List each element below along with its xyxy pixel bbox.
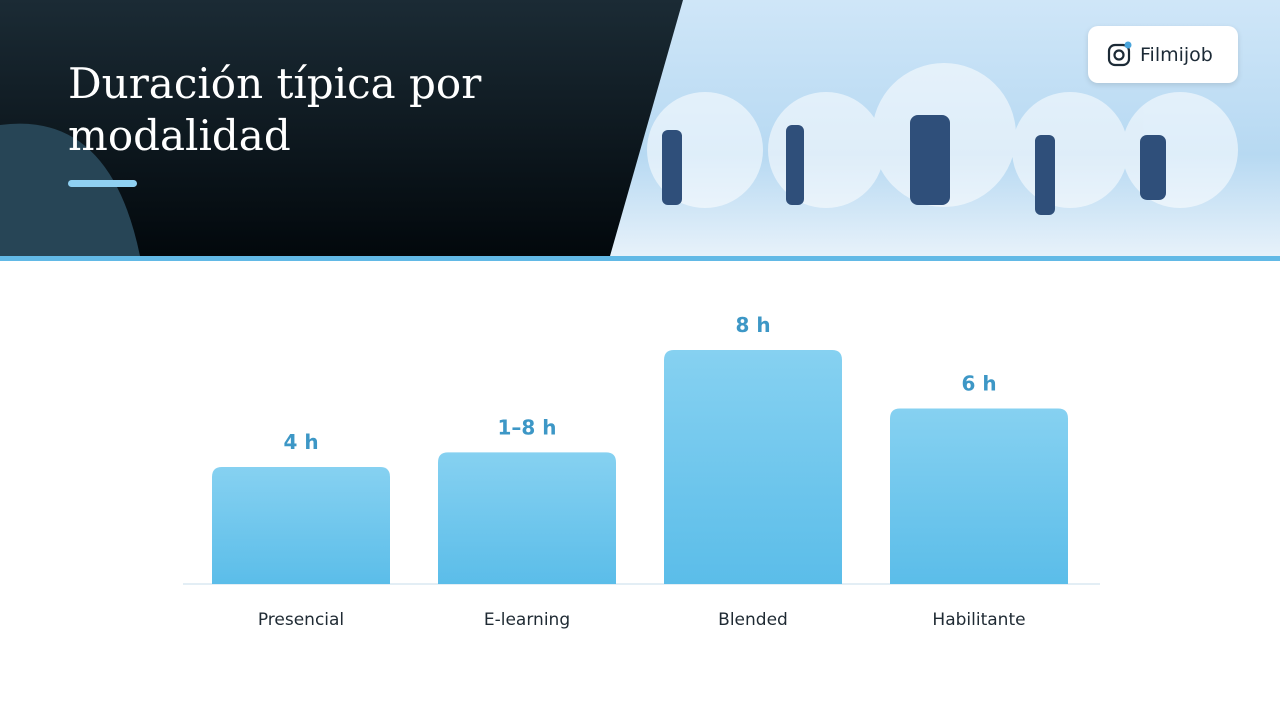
header-accent bbox=[0, 123, 140, 257]
illustration-workers bbox=[662, 115, 1166, 215]
brand-icon bbox=[1107, 41, 1132, 66]
brand-badge: Filmijob bbox=[1088, 26, 1238, 83]
x-tick-label: E-learning bbox=[484, 610, 570, 630]
x-tick-label: Blended bbox=[718, 610, 788, 630]
header-panel bbox=[0, 0, 683, 256]
value-label: 1–8 h bbox=[497, 415, 556, 439]
x-tick-label: Habilitante bbox=[932, 610, 1025, 630]
value-label: 4 h bbox=[283, 430, 318, 454]
brand-name: Filmijob bbox=[1140, 43, 1213, 66]
value-label: 6 h bbox=[961, 372, 996, 396]
bar bbox=[212, 467, 390, 584]
bar bbox=[664, 350, 842, 584]
bar bbox=[890, 408, 1068, 584]
bar bbox=[438, 452, 616, 584]
x-tick-label: Presencial bbox=[258, 610, 344, 630]
header-border bbox=[0, 256, 1280, 261]
slide-title: Duración típica por modalidad bbox=[68, 59, 482, 160]
value-label: 8 h bbox=[735, 313, 770, 337]
title-underline bbox=[68, 180, 137, 187]
